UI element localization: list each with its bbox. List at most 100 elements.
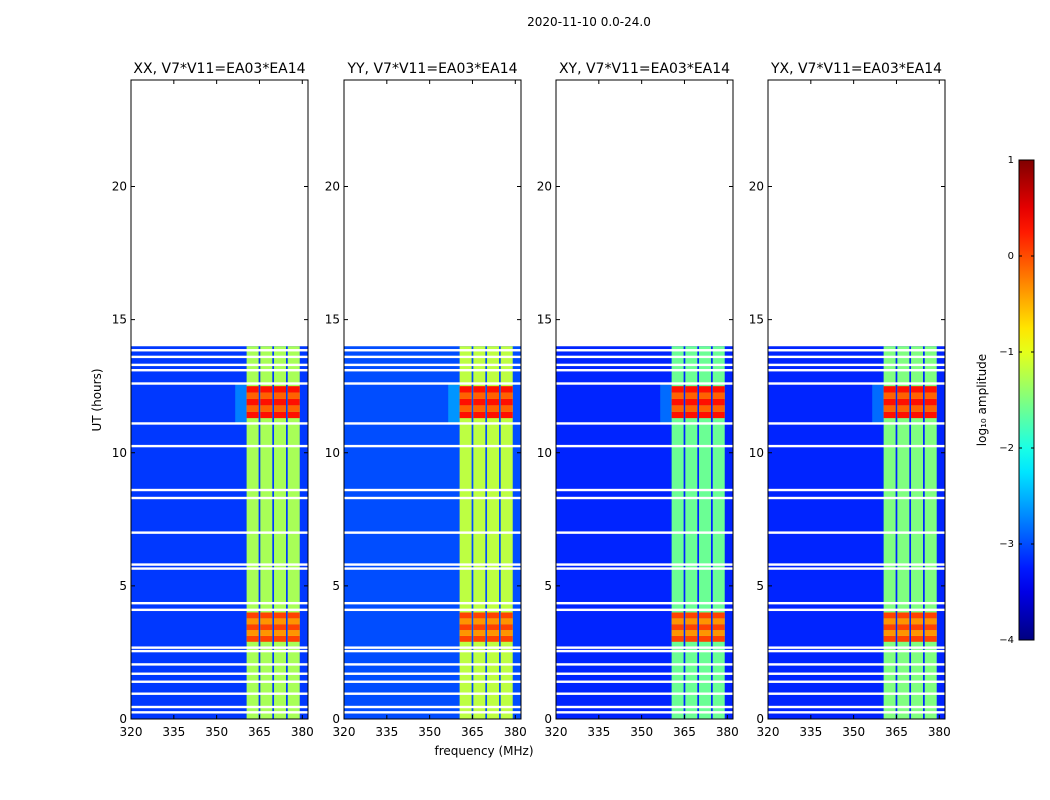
bright-patch bbox=[685, 386, 698, 393]
flag-gap bbox=[131, 649, 308, 653]
panel-title: XY, V7*V11=EA03*EA14 bbox=[559, 61, 730, 77]
edge-haze bbox=[448, 383, 460, 424]
figure-suptitle: 2020-11-10 0.0-24.0 bbox=[527, 15, 651, 29]
bright-patch bbox=[671, 405, 684, 412]
flag-gap bbox=[344, 711, 521, 714]
x-tick-label: 320 bbox=[545, 725, 568, 739]
bright-patch bbox=[473, 411, 486, 419]
bright-patch bbox=[911, 630, 924, 636]
bright-patch bbox=[911, 405, 924, 412]
bright-patch bbox=[487, 618, 500, 625]
bright-patch bbox=[274, 612, 287, 619]
colorbar-tick-label: −4 bbox=[999, 635, 1014, 646]
bright-patch bbox=[287, 630, 300, 636]
x-tick-label: 335 bbox=[799, 725, 822, 739]
flag-gap bbox=[556, 608, 733, 612]
colorbar-tick-label: 1 bbox=[1008, 155, 1014, 166]
y-tick-label: 20 bbox=[537, 180, 552, 194]
bright-patch bbox=[274, 392, 287, 399]
bright-patch bbox=[500, 630, 513, 636]
bright-patch bbox=[883, 612, 896, 619]
bright-patch bbox=[712, 630, 725, 636]
bright-patch bbox=[287, 624, 300, 631]
bright-patch bbox=[487, 405, 500, 412]
flag-gap bbox=[556, 601, 733, 605]
panel-2: XY, V7*V11=EA03*EA14 0 5 10 15 20 320 335 350 365… bbox=[537, 61, 739, 739]
bright-patch bbox=[671, 618, 684, 625]
flag-gap bbox=[768, 608, 945, 612]
x-axis-label: frequency (MHz) bbox=[434, 744, 533, 758]
flag-gap bbox=[131, 692, 308, 695]
x-tick-label: 365 bbox=[248, 725, 271, 739]
flag-gap bbox=[131, 711, 308, 714]
bright-patch bbox=[897, 398, 910, 406]
flag-gap bbox=[131, 663, 308, 666]
bright-patch bbox=[924, 405, 937, 412]
bright-patch bbox=[911, 612, 924, 619]
bright-patch bbox=[883, 411, 896, 419]
flag-gap bbox=[556, 496, 733, 500]
bright-patch bbox=[685, 630, 698, 636]
flag-gap bbox=[556, 363, 733, 367]
panel-title: XX, V7*V11=EA03*EA14 bbox=[133, 61, 305, 77]
flag-gap bbox=[768, 601, 945, 605]
bright-patch bbox=[699, 635, 712, 642]
bright-patch bbox=[897, 411, 910, 419]
bright-patch bbox=[924, 630, 937, 636]
flag-gap bbox=[768, 488, 945, 492]
bright-patch bbox=[459, 630, 472, 636]
bright-patch bbox=[287, 618, 300, 625]
x-tick-label: 380 bbox=[291, 725, 314, 739]
edge-haze bbox=[660, 383, 672, 424]
bright-patch bbox=[487, 386, 500, 393]
axes-frame bbox=[555, 79, 734, 720]
flag-gap bbox=[768, 349, 945, 352]
flag-gap bbox=[556, 488, 733, 492]
flag-gap bbox=[768, 567, 945, 570]
flag-gap bbox=[556, 369, 733, 372]
edge-haze bbox=[872, 383, 884, 424]
colorbar-tick-label: −2 bbox=[999, 443, 1014, 454]
colorbar-label: log₁₀ amplitude bbox=[975, 354, 989, 446]
bright-patch bbox=[274, 386, 287, 393]
y-tick-label: 15 bbox=[537, 313, 552, 327]
bright-patch bbox=[487, 392, 500, 399]
colorbar-tick-label: −1 bbox=[999, 347, 1014, 358]
bright-patch bbox=[924, 386, 937, 393]
y-tick-label: 15 bbox=[325, 313, 340, 327]
flag-gap bbox=[768, 531, 945, 534]
bright-patch bbox=[459, 618, 472, 625]
panel-1: YY, V7*V11=EA03*EA14 0 5 10 15 20 320 335 350 365… bbox=[325, 61, 527, 739]
bright-patch bbox=[924, 411, 937, 419]
flag-gap bbox=[768, 672, 945, 675]
flag-gap bbox=[131, 355, 308, 359]
x-tick-label: 335 bbox=[375, 725, 398, 739]
flag-gap bbox=[556, 705, 733, 709]
bright-patch bbox=[685, 612, 698, 619]
bright-patch bbox=[287, 635, 300, 642]
bright-patch bbox=[459, 405, 472, 412]
bright-patch bbox=[897, 392, 910, 399]
bright-patch bbox=[246, 635, 259, 642]
bright-patch bbox=[459, 624, 472, 631]
bright-patch bbox=[685, 392, 698, 399]
y-tick-label: 10 bbox=[749, 446, 764, 460]
flag-gap bbox=[556, 680, 733, 683]
colorbar-tick-label: 0 bbox=[1008, 251, 1014, 262]
bright-patch bbox=[699, 398, 712, 406]
bright-patch bbox=[459, 398, 472, 406]
y-tick-label: 15 bbox=[112, 313, 127, 327]
bright-patch bbox=[671, 411, 684, 419]
axes-frame bbox=[767, 79, 946, 720]
flag-gap bbox=[131, 363, 308, 367]
flag-gap bbox=[131, 531, 308, 534]
bright-patch bbox=[260, 635, 273, 642]
bright-patch bbox=[712, 392, 725, 399]
flag-gap bbox=[556, 444, 733, 448]
flag-gap bbox=[131, 369, 308, 372]
flag-gap bbox=[768, 711, 945, 714]
bright-patch bbox=[699, 612, 712, 619]
x-tick-label: 320 bbox=[333, 725, 356, 739]
flag-gap bbox=[344, 363, 521, 367]
